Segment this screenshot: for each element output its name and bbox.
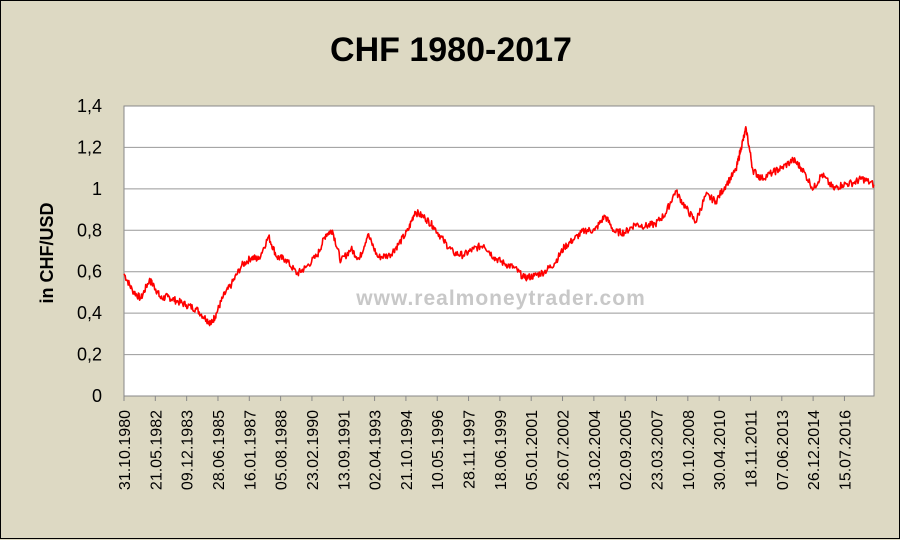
y-ticks: 0 0,2 0,4 0,6 0,8 1 1,2 1,4 xyxy=(77,96,102,406)
x-tick-label: 23.03.2007 xyxy=(650,410,667,490)
x-tick-label: 26.07.2002 xyxy=(556,410,573,490)
y-tick-label: 1,4 xyxy=(77,96,102,116)
x-tick-label: 13.09.1991 xyxy=(336,410,353,490)
x-ticks: 31.10.1980 21.05.1982 09.12.1983 28.06.1985… xyxy=(117,396,854,490)
x-tick-label: 21.05.1982 xyxy=(148,410,165,490)
x-tick-label: 18.06.1999 xyxy=(493,410,510,490)
x-tick-label: 23.02.1990 xyxy=(305,410,322,490)
y-axis-label: in CHF/USD xyxy=(37,203,57,304)
y-tick-label: 0,4 xyxy=(77,303,102,323)
y-tick-label: 1,2 xyxy=(77,137,102,157)
x-tick-label: 28.06.1985 xyxy=(211,410,228,490)
y-tick-label: 0,8 xyxy=(77,220,102,240)
x-tick-label: 18.11.2011 xyxy=(743,410,760,488)
x-tick-label: 05.08.1988 xyxy=(274,410,291,490)
watermark: www.realmoneytrader.com xyxy=(355,287,646,310)
x-tick-label: 10.10.2008 xyxy=(681,410,698,490)
x-tick-label: 31.10.1980 xyxy=(117,410,134,490)
y-tick-label: 0 xyxy=(92,386,102,406)
grid xyxy=(124,146,874,356)
x-tick-label: 15.07.2016 xyxy=(837,410,854,490)
x-tick-label: 16.01.1987 xyxy=(242,410,259,490)
x-tick-label: 21.10.1994 xyxy=(399,410,416,490)
y-tick-label: 0,6 xyxy=(77,262,102,282)
x-tick-label: 13.02.2004 xyxy=(587,410,604,490)
y-tick-label: 0,2 xyxy=(77,345,102,365)
x-tick-label: 05.01.2001 xyxy=(524,410,541,490)
x-tick-label: 07.06.2013 xyxy=(775,410,792,490)
y-tick-label: 1 xyxy=(92,179,102,199)
x-tick-label: 02.09.2005 xyxy=(618,410,635,490)
plot-area xyxy=(123,105,875,397)
x-tick-label: 26.12.2014 xyxy=(806,410,823,490)
x-tick-label: 28.11.1997 xyxy=(462,410,479,489)
chart-title: CHF 1980-2017 xyxy=(330,31,572,69)
x-tick-label: 30.04.2010 xyxy=(712,410,729,490)
x-tick-label: 09.12.1983 xyxy=(180,410,197,490)
x-tick-label: 02.04.1993 xyxy=(368,410,385,490)
series-line xyxy=(123,126,875,327)
x-tick-label: 10.05.1996 xyxy=(430,410,447,490)
